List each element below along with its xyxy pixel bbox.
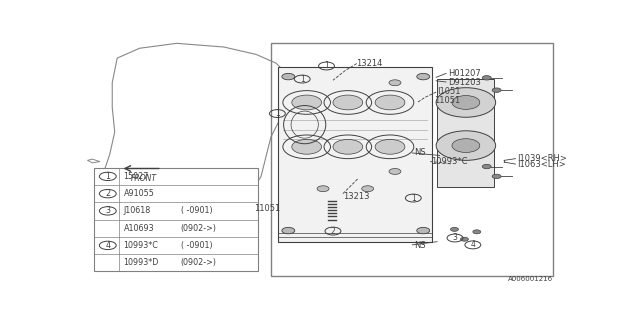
Text: A006001216: A006001216 bbox=[508, 276, 553, 282]
Text: 1: 1 bbox=[105, 172, 110, 181]
Text: A10693: A10693 bbox=[124, 224, 154, 233]
Circle shape bbox=[417, 73, 429, 80]
Text: 4: 4 bbox=[105, 241, 110, 250]
Text: 10993*D: 10993*D bbox=[124, 258, 159, 267]
Circle shape bbox=[436, 88, 495, 117]
Circle shape bbox=[389, 80, 401, 86]
Text: FRONT: FRONT bbox=[131, 174, 157, 183]
Text: 1: 1 bbox=[275, 109, 280, 118]
Text: D91203: D91203 bbox=[448, 78, 481, 87]
Circle shape bbox=[492, 88, 501, 92]
Text: 15027: 15027 bbox=[124, 172, 149, 181]
Bar bbox=[94, 168, 257, 271]
Circle shape bbox=[451, 228, 458, 231]
Text: 13213: 13213 bbox=[343, 192, 369, 201]
Text: 1: 1 bbox=[411, 194, 416, 203]
Bar bbox=[278, 67, 432, 242]
Text: 4: 4 bbox=[470, 240, 476, 249]
Circle shape bbox=[483, 164, 491, 169]
Circle shape bbox=[292, 140, 321, 154]
Text: (0902->): (0902->) bbox=[180, 224, 217, 233]
Text: I1051: I1051 bbox=[437, 87, 461, 96]
Bar bbox=[437, 79, 494, 188]
Circle shape bbox=[473, 230, 481, 234]
Text: I1039<RH>: I1039<RH> bbox=[518, 154, 567, 163]
Circle shape bbox=[460, 237, 468, 241]
Circle shape bbox=[282, 228, 295, 234]
Circle shape bbox=[333, 95, 363, 110]
Text: (0902->): (0902->) bbox=[180, 258, 217, 267]
Circle shape bbox=[317, 186, 329, 192]
Circle shape bbox=[292, 95, 321, 110]
Text: ( -0901): ( -0901) bbox=[180, 241, 212, 250]
Text: 10993*C: 10993*C bbox=[124, 241, 159, 250]
Circle shape bbox=[483, 76, 491, 80]
Circle shape bbox=[362, 186, 374, 192]
Text: I1063<LH>: I1063<LH> bbox=[518, 160, 566, 169]
Text: 3: 3 bbox=[105, 206, 110, 215]
Text: J10618: J10618 bbox=[124, 206, 151, 215]
Text: NS: NS bbox=[414, 148, 426, 157]
Bar bbox=[271, 43, 553, 276]
Text: 13214: 13214 bbox=[356, 59, 382, 68]
Circle shape bbox=[389, 169, 401, 174]
Circle shape bbox=[492, 174, 501, 179]
Text: 2: 2 bbox=[105, 189, 110, 198]
Text: 1: 1 bbox=[324, 61, 329, 70]
Text: NS: NS bbox=[414, 241, 426, 250]
Text: 10993*C: 10993*C bbox=[431, 157, 468, 166]
Text: 2: 2 bbox=[331, 227, 335, 236]
Circle shape bbox=[452, 139, 480, 153]
Text: A91055: A91055 bbox=[124, 189, 154, 198]
Text: H01207: H01207 bbox=[448, 69, 481, 78]
Circle shape bbox=[375, 95, 405, 110]
Circle shape bbox=[452, 96, 480, 109]
Text: 11051: 11051 bbox=[253, 204, 280, 213]
Text: 3: 3 bbox=[452, 234, 458, 243]
Text: ( -0901): ( -0901) bbox=[180, 206, 212, 215]
Text: 11051: 11051 bbox=[434, 96, 460, 105]
Circle shape bbox=[436, 131, 495, 160]
Circle shape bbox=[375, 140, 405, 154]
Text: 1: 1 bbox=[300, 75, 305, 84]
Circle shape bbox=[282, 73, 295, 80]
Circle shape bbox=[333, 140, 363, 154]
Circle shape bbox=[417, 228, 429, 234]
